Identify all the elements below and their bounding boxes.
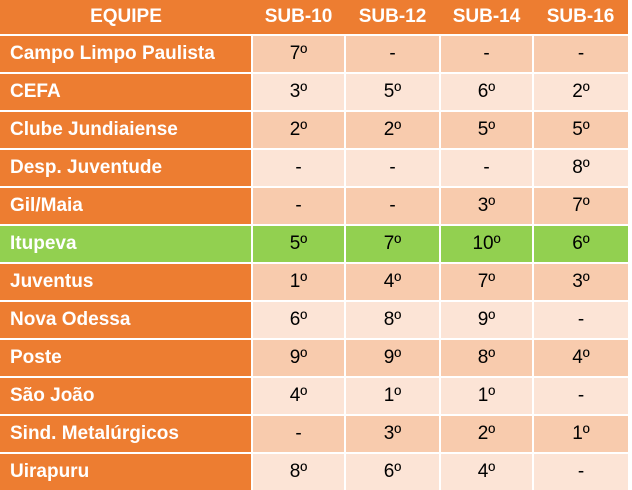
placement-cell: - xyxy=(251,414,346,454)
team-name: Itupeva xyxy=(0,224,253,264)
placement-cell: - xyxy=(251,148,346,188)
placement-cell: 7º xyxy=(532,186,628,226)
table-row: Sind. Metalúrgicos -3º 2º 1º xyxy=(0,414,628,454)
team-name: Juventus xyxy=(0,262,253,302)
placement-cell: 10º xyxy=(439,224,534,264)
table-row: Campo Limpo Paulista 7º - - - xyxy=(0,34,628,74)
column-header: EQUIPE xyxy=(0,0,252,35)
table-row: Poste 9º 9º 8º 4º xyxy=(0,338,628,378)
placement-cell: 1º xyxy=(344,376,441,416)
placement-cell: 2º xyxy=(344,110,441,150)
header-row: EQUIPE SUB-10 SUB-12 SUB-14 SUB-16 xyxy=(0,0,628,35)
placement-cell: - xyxy=(532,376,628,416)
table-row: Juventus 1º 4º 7º 3º xyxy=(0,262,628,302)
team-name: Campo Limpo Paulista xyxy=(0,34,253,74)
placement-cell: 9º xyxy=(439,300,534,340)
placement-cell: 7º xyxy=(439,262,534,302)
placement-cell: 2º xyxy=(439,414,534,454)
team-name: CEFA xyxy=(0,72,253,112)
placement-cell: 3º xyxy=(532,262,628,302)
placement-cell: 7º xyxy=(344,224,441,264)
placement-cell: 1º xyxy=(251,262,346,302)
placement-cell: 1º xyxy=(532,414,628,454)
placement-cell: 6º xyxy=(344,452,441,490)
placement-cell: - xyxy=(532,452,628,490)
placement-cell: 6º xyxy=(439,72,534,112)
placement-cell: 4º xyxy=(251,376,346,416)
placement-cell: 4º xyxy=(344,262,441,302)
team-name: Nova Odessa xyxy=(0,300,253,340)
table-row: CEFA 3º 5º 6º 2º xyxy=(0,72,628,112)
table-row: Desp. Juventude - - -8º xyxy=(0,148,628,188)
placement-cell: 4º xyxy=(439,452,534,490)
column-header: SUB-14 xyxy=(440,0,533,35)
placement-cell: - xyxy=(344,186,441,226)
placement-cell: 8º xyxy=(532,148,628,188)
team-name: Gil/Maia xyxy=(0,186,253,226)
placement-cell: 3º xyxy=(344,414,441,454)
placement-cell: 5º xyxy=(344,72,441,112)
placement-cell: 7º xyxy=(251,34,346,74)
table-row: Itupeva 5º 7º 10º 6º xyxy=(0,224,628,264)
table-row: Clube Jundiaiense 2º 2º 5º 5º xyxy=(0,110,628,150)
team-name: Poste xyxy=(0,338,253,378)
placement-cell: 6º xyxy=(532,224,628,264)
placement-cell: 8º xyxy=(344,300,441,340)
placement-cell: 9º xyxy=(251,338,346,378)
placement-cell: 8º xyxy=(251,452,346,490)
placement-cell: - xyxy=(532,34,628,74)
placement-cell: 5º xyxy=(251,224,346,264)
team-name: Clube Jundiaiense xyxy=(0,110,253,150)
placement-cell: - xyxy=(251,186,346,226)
placement-cell: 1º xyxy=(439,376,534,416)
table-row: Nova Odessa 6º 8º 9º - xyxy=(0,300,628,340)
team-name: Uirapuru xyxy=(0,452,253,490)
table-row: São João 4º 1º 1º - xyxy=(0,376,628,416)
table-row: Gil/Maia - -3º 7º xyxy=(0,186,628,226)
team-name: São João xyxy=(0,376,253,416)
team-name: Desp. Juventude xyxy=(0,148,253,188)
placement-cell: 5º xyxy=(532,110,628,150)
column-header: SUB-12 xyxy=(345,0,440,35)
placement-cell: 5º xyxy=(439,110,534,150)
placement-cell: - xyxy=(439,148,534,188)
placement-cell: - xyxy=(344,148,441,188)
placement-cell: - xyxy=(532,300,628,340)
placement-cell: 6º xyxy=(251,300,346,340)
placement-cell: 3º xyxy=(251,72,346,112)
placement-cell: 9º xyxy=(344,338,441,378)
placement-cell: 3º xyxy=(439,186,534,226)
team-name: Sind. Metalúrgicos xyxy=(0,414,253,454)
table-row: Uirapuru 8º 6º 4º - xyxy=(0,452,628,490)
placement-cell: - xyxy=(439,34,534,74)
placement-cell: 2º xyxy=(532,72,628,112)
placement-cell: 4º xyxy=(532,338,628,378)
placement-cell: 8º xyxy=(439,338,534,378)
column-header: SUB-16 xyxy=(533,0,628,35)
placement-cell: 2º xyxy=(251,110,346,150)
column-header: SUB-10 xyxy=(252,0,345,35)
placement-cell: - xyxy=(344,34,441,74)
